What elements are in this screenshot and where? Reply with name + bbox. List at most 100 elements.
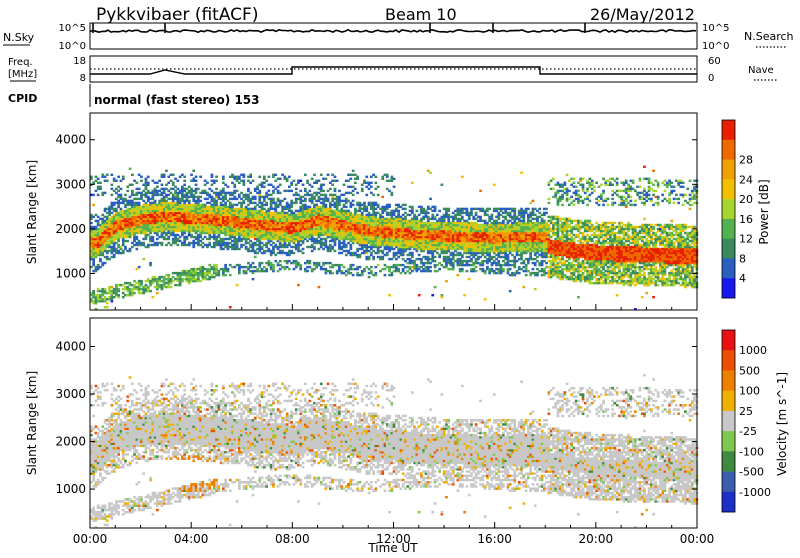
power-cell <box>309 190 312 192</box>
power-cell <box>231 222 234 224</box>
power-cell <box>306 222 309 224</box>
power-cell <box>272 222 275 224</box>
power-cell <box>167 236 170 238</box>
power-cell <box>104 192 107 194</box>
power-cell <box>136 222 139 224</box>
power-cell <box>177 234 180 236</box>
power-cell <box>152 296 155 298</box>
power-cell <box>359 202 362 204</box>
power-cell <box>192 194 195 196</box>
power-cell <box>318 192 321 194</box>
power-cell <box>186 222 189 224</box>
power-cell <box>263 250 266 252</box>
power-cell <box>265 268 268 270</box>
power-cell <box>377 222 380 224</box>
power-cell <box>491 222 494 224</box>
power-cell <box>133 180 136 182</box>
power-cell <box>368 276 371 278</box>
power-cell <box>479 224 482 226</box>
power-cell <box>154 286 157 288</box>
power-cell <box>327 222 330 224</box>
power-cell <box>331 246 334 248</box>
power-cell <box>340 194 343 196</box>
power-cell <box>261 182 264 184</box>
power-cell <box>149 290 152 292</box>
power-cell <box>359 222 362 224</box>
power-cell <box>233 190 236 192</box>
power-cell <box>375 202 378 204</box>
nsky-tick-bottom: 10^0 <box>59 41 86 52</box>
power-cell <box>350 178 353 180</box>
power-cell <box>274 188 277 190</box>
power-cell <box>272 190 275 192</box>
power-cell <box>220 268 223 270</box>
power-cell <box>136 248 139 250</box>
power-cell <box>441 184 444 186</box>
power-cell <box>290 222 293 224</box>
nsearch-label: N.Search <box>744 30 794 43</box>
power-cell <box>258 176 261 178</box>
power-cell <box>156 242 159 244</box>
cpid-label: CPID <box>8 92 37 105</box>
power-cell <box>322 178 325 180</box>
power-cell <box>145 246 148 248</box>
power-cell <box>233 208 236 210</box>
power-cell <box>192 222 195 224</box>
power-cell <box>461 176 464 178</box>
power-cell <box>99 294 102 296</box>
power-cell <box>211 180 214 182</box>
power-cell <box>120 208 123 210</box>
power-cell <box>199 176 202 178</box>
power-cell <box>240 198 243 200</box>
power-cell <box>406 258 409 260</box>
power-cell <box>111 174 114 176</box>
power-cell <box>274 202 277 204</box>
power-cell <box>441 294 444 296</box>
power-cell <box>270 244 273 246</box>
power-cell <box>356 176 359 178</box>
nsky-strip: N.Sky 10^5 10^0 10^5 10^0 N.Search <box>3 23 794 52</box>
power-cell <box>379 258 382 260</box>
power-cell <box>115 192 118 194</box>
power-cell <box>393 178 396 180</box>
power-cell <box>197 272 200 274</box>
power-cell <box>363 268 366 270</box>
power-cell <box>92 194 95 196</box>
power-cell <box>475 270 478 272</box>
power-cell <box>136 282 139 284</box>
power-cell <box>249 270 252 272</box>
power-cell <box>195 222 198 224</box>
power-cell <box>138 280 141 282</box>
power-cell <box>395 252 398 254</box>
power-cell <box>395 222 398 224</box>
power-cell <box>340 246 343 248</box>
nsearch-tick-bottom: 10^0 <box>702 41 729 52</box>
power-cell <box>215 176 218 178</box>
power-cell <box>101 218 104 220</box>
power-cell <box>177 222 180 224</box>
power-cell <box>411 252 414 254</box>
power-cell <box>211 222 214 224</box>
power-cell <box>108 258 111 260</box>
power-cell <box>258 210 261 212</box>
power-cell <box>475 208 478 210</box>
date-title: 26/May/2012 <box>590 5 695 24</box>
power-cell <box>281 250 284 252</box>
power-cell <box>377 204 380 206</box>
power-cell <box>236 190 239 192</box>
power-cell <box>281 200 284 202</box>
power-cell <box>297 222 300 224</box>
power-cell <box>493 256 496 258</box>
power-cell <box>231 192 234 194</box>
power-cell <box>115 208 118 210</box>
power-cell <box>336 222 339 224</box>
power-cell <box>352 204 355 206</box>
power-cell <box>249 250 252 252</box>
power-cell <box>463 264 466 266</box>
power-cell <box>147 204 150 206</box>
power-cell <box>306 192 309 194</box>
power-cell <box>470 258 473 260</box>
power-cell <box>352 200 355 202</box>
power-cell <box>163 276 166 278</box>
